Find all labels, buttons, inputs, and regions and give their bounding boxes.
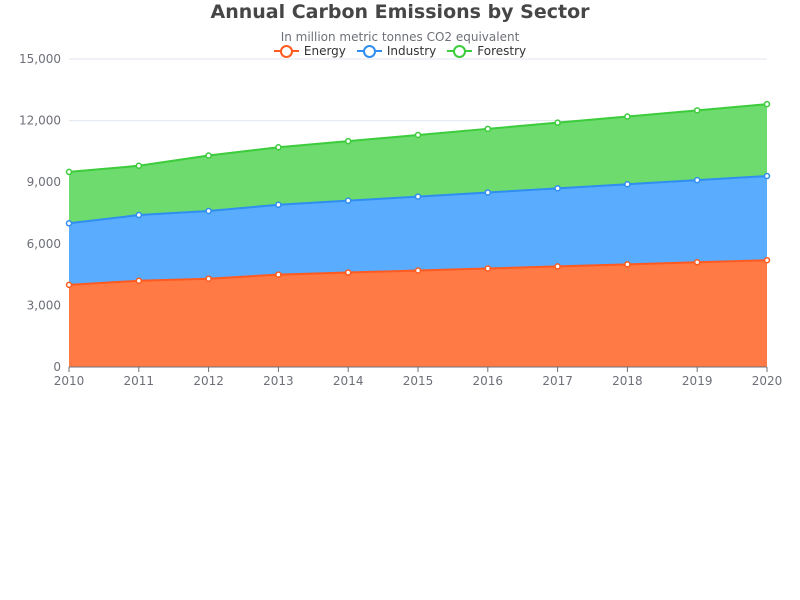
point-industry (135, 211, 143, 219)
point-energy (205, 275, 212, 282)
x-tick-label: 2018 (612, 374, 643, 388)
point-energy (65, 281, 73, 289)
x-tick-label: 2010 (54, 374, 85, 388)
point-forestry (414, 131, 422, 139)
x-tick-label: 2019 (682, 374, 713, 388)
point-forestry (135, 162, 143, 170)
x-tick-label: 2017 (542, 374, 573, 388)
legend: Energy Industry Forestry (0, 43, 800, 59)
point-industry (275, 201, 282, 209)
point-forestry (205, 152, 212, 159)
point-industry (65, 220, 73, 227)
point-industry (763, 172, 771, 180)
x-tick-label: 2015 (403, 374, 434, 388)
legend-label-industry: Industry (386, 44, 437, 58)
y-tick-label: 0 (53, 360, 61, 374)
legend-swatch-industry (356, 44, 382, 58)
y-tick-label: 6,000 (27, 237, 61, 251)
point-energy (554, 263, 561, 270)
point-industry (414, 193, 422, 200)
area-industry (69, 176, 767, 285)
y-tick-label: 12,000 (19, 114, 61, 128)
x-tick-label: 2016 (473, 374, 504, 388)
legend-item-forestry[interactable]: Forestry (447, 43, 526, 59)
point-energy (414, 267, 422, 274)
point-forestry (693, 107, 701, 114)
point-forestry (344, 137, 352, 145)
point-energy (344, 269, 352, 276)
x-tick-label: 2012 (193, 374, 224, 388)
x-tick-label: 2013 (263, 374, 294, 388)
legend-item-energy[interactable]: Energy (273, 43, 346, 59)
point-industry (484, 189, 492, 196)
point-energy (135, 277, 143, 285)
y-tick-label: 15,000 (19, 52, 61, 66)
chart-title: Annual Carbon Emissions by Sector (210, 1, 590, 23)
point-forestry (624, 113, 631, 120)
point-forestry (554, 119, 561, 126)
x-tick-label: 2020 (752, 374, 783, 388)
area-energy (69, 260, 767, 367)
point-forestry (275, 144, 282, 151)
point-energy (624, 261, 631, 268)
point-forestry (763, 100, 771, 108)
x-tick-label: 2014 (333, 374, 364, 388)
point-industry (693, 176, 701, 184)
point-energy (763, 256, 771, 264)
point-industry (624, 181, 631, 188)
point-energy (275, 271, 282, 278)
point-energy (484, 265, 492, 272)
point-industry (205, 207, 212, 215)
point-forestry (484, 125, 492, 133)
chart-subtitle: In million metric tonnes CO2 equivalent (280, 30, 520, 44)
legend-label-energy: Energy (303, 44, 346, 58)
point-energy (693, 259, 701, 266)
legend-item-industry[interactable]: Industry (356, 43, 437, 59)
legend-label-forestry: Forestry (477, 44, 527, 58)
point-industry (344, 197, 352, 204)
y-tick-label: 9,000 (27, 175, 61, 189)
legend-swatch-forestry (447, 44, 473, 58)
point-industry (554, 185, 561, 192)
y-tick-label: 3,000 (27, 298, 61, 312)
x-tick-label: 2011 (124, 374, 155, 388)
legend-swatch-energy (273, 44, 299, 58)
point-forestry (65, 168, 73, 176)
area-forestry (69, 104, 767, 224)
